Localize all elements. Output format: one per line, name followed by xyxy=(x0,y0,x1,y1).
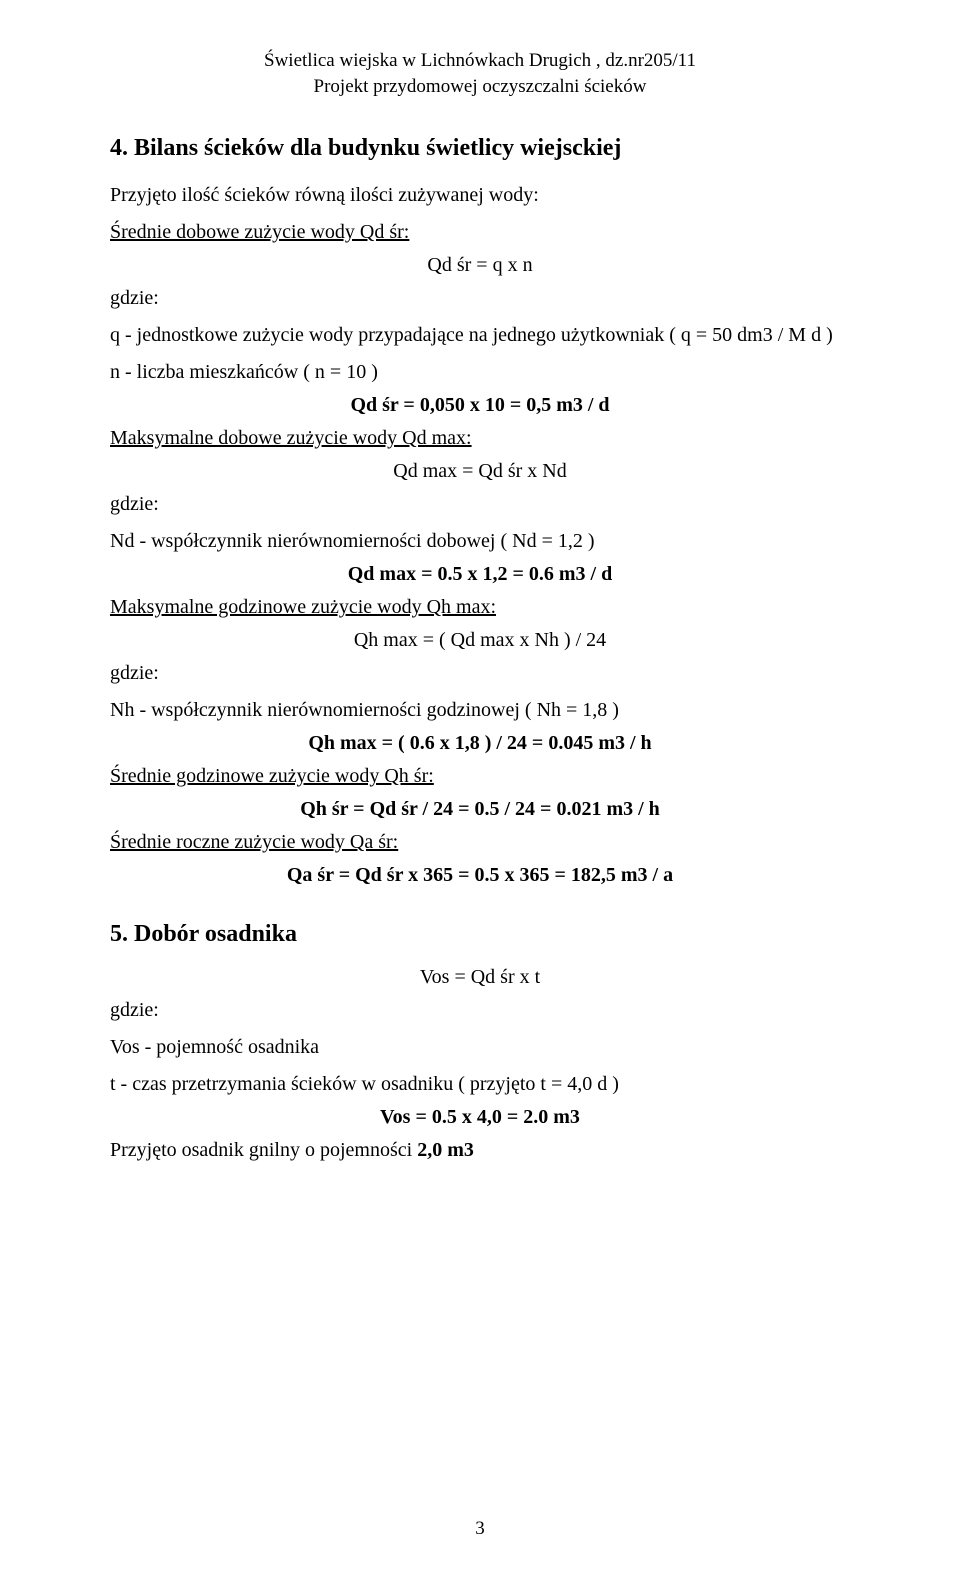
s5-gdzie: gdzie: xyxy=(110,995,850,1026)
s4-eq-qd-max-val: Qd max = 0.5 x 1,2 = 0.6 m3 / d xyxy=(110,563,850,586)
s4-eq-qh-sr-val: Qh śr = Qd śr / 24 = 0.5 / 24 = 0.021 m3… xyxy=(110,798,850,821)
header-line-1: Świetlica wiejska w Lichnówkach Drugich … xyxy=(110,48,850,74)
page-number: 3 xyxy=(0,1518,960,1540)
s4-eq-qh-max: Qh max = ( Qd max x Nh ) / 24 xyxy=(110,629,850,652)
s4-def-nh: Nh - współczynnik nierównomierności godz… xyxy=(110,695,850,726)
s4-qa-sr-heading: Średnie roczne zużycie wody Qa śr: xyxy=(110,827,850,858)
s5-conclusion-bold: 2,0 m3 xyxy=(417,1139,474,1161)
s4-qa-sr-heading-text: Średnie roczne zużycie wody Qa śr: xyxy=(110,831,398,853)
s4-qd-max-heading: Maksymalne dobowe zużycie wody Qd max: xyxy=(110,423,850,454)
page-container: Świetlica wiejska w Lichnówkach Drugich … xyxy=(0,0,960,1574)
s4-qd-max-heading-text: Maksymalne dobowe zużycie wody Qd max: xyxy=(110,427,472,449)
s4-gdzie-3: gdzie: xyxy=(110,658,850,689)
page-header: Świetlica wiejska w Lichnówkach Drugich … xyxy=(110,48,850,99)
s4-def-nd: Nd - współczynnik nierównomierności dobo… xyxy=(110,526,850,557)
section-5-title: 5. Dobór osadnika xyxy=(110,921,850,948)
header-line-2: Projekt przydomowej oczyszczalni ścieków xyxy=(110,74,850,100)
section-4-title: 4. Bilans ścieków dla budynku świetlicy … xyxy=(110,135,850,162)
s5-def-vos: Vos - pojemność osadnika xyxy=(110,1032,850,1063)
s4-qh-sr-heading: Średnie godzinowe zużycie wody Qh śr: xyxy=(110,761,850,792)
s4-qh-max-heading: Maksymalne godzinowe zużycie wody Qh max… xyxy=(110,592,850,623)
s4-def-n: n - liczba mieszkańców ( n = 10 ) xyxy=(110,357,850,388)
s4-eq-qd-max: Qd max = Qd śr x Nd xyxy=(110,460,850,483)
s4-def-q: q - jednostkowe zużycie wody przypadając… xyxy=(110,320,850,351)
s5-conclusion-prefix: Przyjęto osadnik gnilny o pojemności xyxy=(110,1139,417,1161)
s4-eq-qh-max-val: Qh max = ( 0.6 x 1,8 ) / 24 = 0.045 m3 /… xyxy=(110,732,850,755)
s5-conclusion: Przyjęto osadnik gnilny o pojemności 2,0… xyxy=(110,1135,850,1166)
s4-eq-qa-sr-val: Qa śr = Qd śr x 365 = 0.5 x 365 = 182,5 … xyxy=(110,864,850,887)
s4-qh-max-heading-text: Maksymalne godzinowe zużycie wody Qh max… xyxy=(110,596,496,618)
s4-eq-qd-sr-val: Qd śr = 0,050 x 10 = 0,5 m3 / d xyxy=(110,394,850,417)
s4-qd-sr-heading-text: Średnie dobowe zużycie wody Qd śr: xyxy=(110,221,409,243)
s4-eq-qd-sr: Qd śr = q x n xyxy=(110,254,850,277)
s4-intro: Przyjęto ilość ścieków równą ilości zuży… xyxy=(110,180,850,211)
s4-gdzie-1: gdzie: xyxy=(110,283,850,314)
s5-eq-vos-val: Vos = 0.5 x 4,0 = 2.0 m3 xyxy=(110,1106,850,1129)
s4-qh-sr-heading-text: Średnie godzinowe zużycie wody Qh śr: xyxy=(110,765,434,787)
s4-gdzie-2: gdzie: xyxy=(110,489,850,520)
s4-qd-sr-heading: Średnie dobowe zużycie wody Qd śr: xyxy=(110,217,850,248)
s5-eq-vos: Vos = Qd śr x t xyxy=(110,966,850,989)
s5-def-t: t - czas przetrzymania ścieków w osadnik… xyxy=(110,1069,850,1100)
